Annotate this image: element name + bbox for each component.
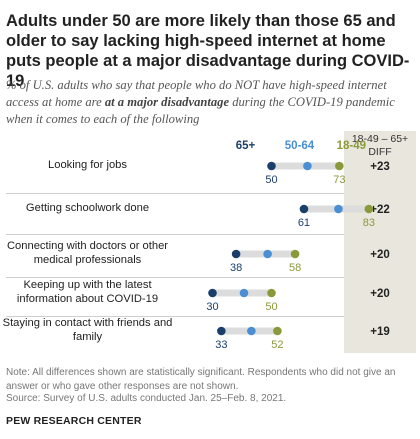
dot-50-64	[247, 326, 256, 336]
dot-65plus	[217, 326, 226, 336]
dot-18-49	[290, 249, 300, 259]
data-label-65plus: 33	[215, 339, 227, 351]
dot-18-49	[273, 326, 282, 336]
diff-column-background	[344, 131, 416, 353]
data-label-65plus: 61	[298, 217, 310, 229]
diff-value: +22	[370, 204, 390, 216]
dot-18-49	[267, 288, 276, 298]
data-label-65plus: 30	[206, 301, 218, 313]
data-label-18-49: 50	[265, 301, 277, 313]
dot-50-64	[239, 288, 249, 298]
legend-label-18-49: 18-49	[337, 140, 366, 152]
data-label-65plus: 38	[230, 262, 242, 274]
data-label-18-49: 58	[289, 262, 301, 274]
data-label-18-49: 83	[363, 217, 375, 229]
data-label-65plus: 50	[265, 174, 277, 186]
subtitle-emphasis: at a major disadvantage	[104, 95, 230, 109]
legend-label-65plus: 65+	[236, 140, 256, 152]
row-divider	[6, 193, 344, 194]
dot-65plus	[299, 204, 309, 214]
chart-source: Source: Survey of U.S. adults conducted …	[6, 393, 287, 404]
data-label-18-49: 73	[333, 174, 345, 186]
dot-50-64	[334, 204, 343, 214]
org-attribution: PEW RESEARCH CENTER	[6, 415, 142, 427]
dot-50-64	[303, 161, 312, 171]
subtitle-text-start: % of U.S. adults who say that people who…	[6, 78, 387, 109]
dot-18-49	[335, 161, 344, 171]
dot-18-49	[364, 204, 374, 214]
chart-title: Adults under 50 are more likely than tho…	[6, 12, 410, 90]
data-label-18-49: 52	[271, 339, 283, 351]
dot-65plus	[208, 288, 217, 298]
row-label: Keeping up with the latest information a…	[16, 279, 159, 305]
dot-50-64	[263, 249, 272, 259]
subtitle-text-end: during the COVID-19 pandemic when it com…	[6, 95, 395, 126]
diff-column-header: 18-49 – 65+ DIFF	[351, 133, 409, 158]
chart-note: Note: All differences shown are statisti…	[6, 367, 396, 392]
row-label: Connecting with doctors or other medical…	[6, 240, 169, 266]
dot-65plus	[267, 161, 276, 171]
diff-value: +23	[370, 161, 390, 173]
row-divider	[6, 316, 344, 317]
diff-value: +19	[370, 326, 390, 338]
dot-65plus	[231, 249, 241, 259]
chart-subtitle: % of U.S. adults who say that people who…	[6, 77, 418, 128]
row-label: Staying in contact with friends and fami…	[2, 317, 173, 343]
row-divider	[6, 234, 344, 235]
row-label: Getting schoolwork done	[25, 202, 150, 214]
diff-value: +20	[370, 249, 390, 261]
row-divider	[6, 277, 344, 278]
legend-label-50-64: 50-64	[285, 140, 315, 152]
diff-value: +20	[370, 288, 390, 300]
row-label: Looking for jobs	[48, 159, 127, 171]
